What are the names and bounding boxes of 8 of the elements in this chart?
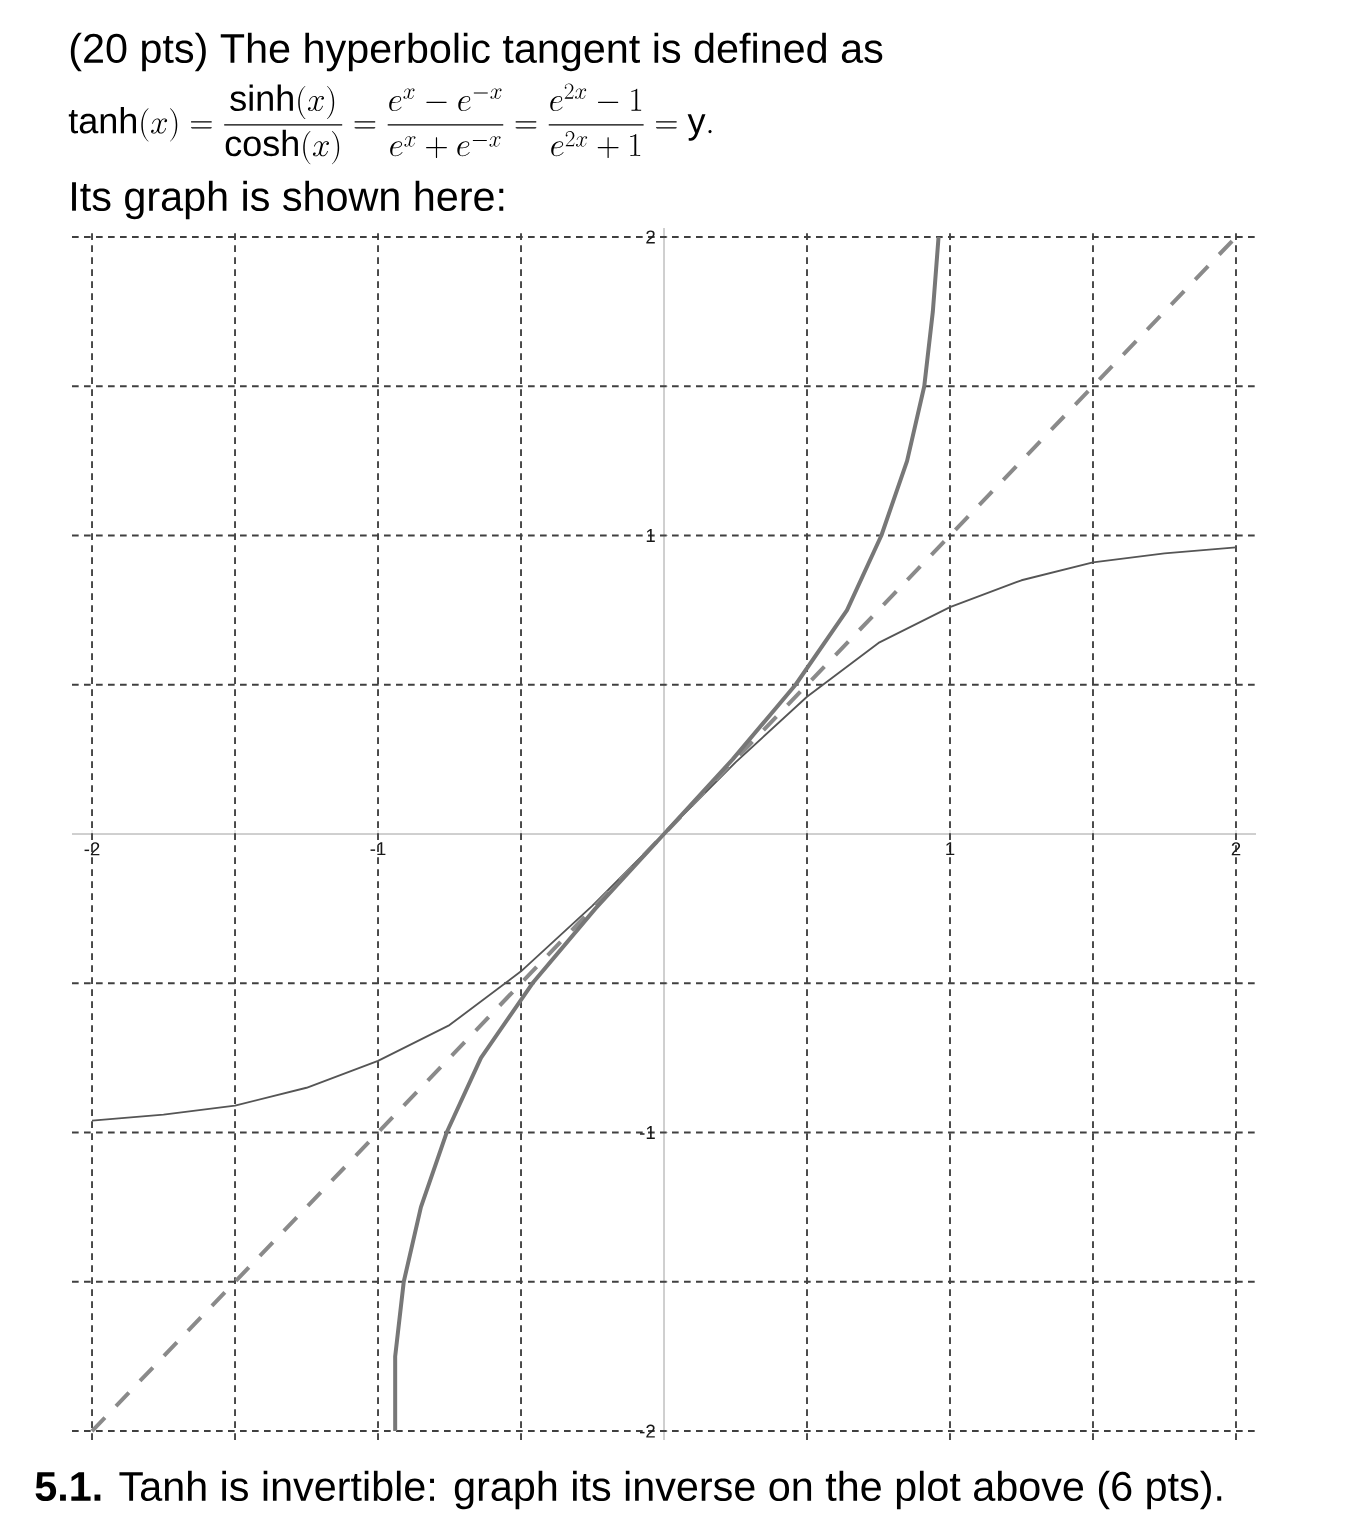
chart-subtitle: $\tanh(x)=\frac{\sinh(x)}{\cosh(x)}=\frac{e^{x}-e^{-x}}{e^{x}+e^{-x}}=\frac{e^{2x}-1}{e^{2x}+1}=\mathrm{y}.$ [68,83,712,165]
x-tick-label: -2 [84,842,100,856]
chart-title: (20 pts) The hyperbolic tangent is defined as [70,32,883,72]
text: Its graph is shown here: [72,180,504,220]
x-tick-label: 2 [1231,842,1241,856]
text: 5.1. Tanh is invertible: graph its inverse on the plot above (6 pts). [35,1470,1222,1510]
x-tick-label: 1 [946,842,955,856]
x-tick-label: -1 [370,842,386,856]
